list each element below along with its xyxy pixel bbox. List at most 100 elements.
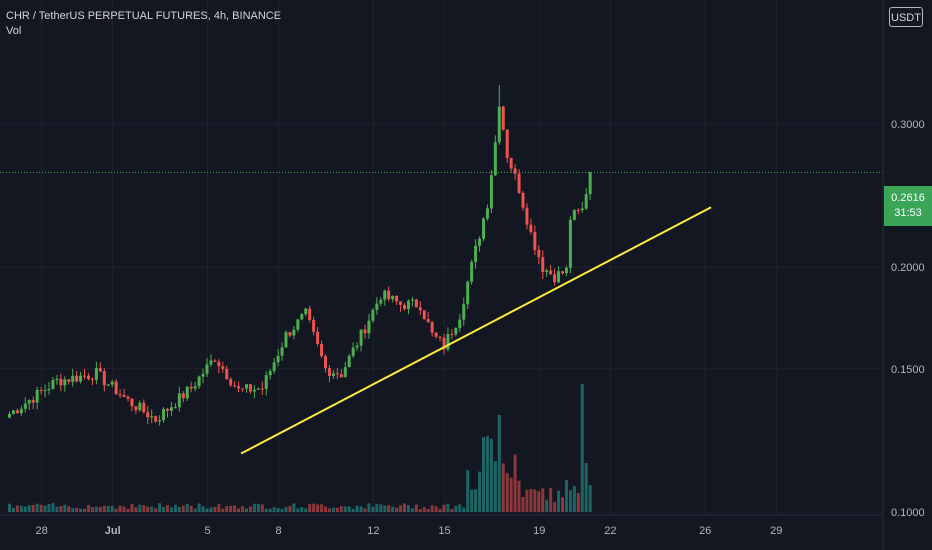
candle-body (379, 299, 383, 304)
trendline[interactable] (240, 206, 712, 455)
volume-bar (114, 508, 118, 512)
volume-bar (31, 504, 35, 512)
volume-bar (379, 504, 383, 512)
candle-body (213, 360, 217, 362)
volume-bar (430, 505, 434, 512)
volume-bar (406, 505, 410, 512)
symbol-title[interactable]: CHR / TetherUS PERPETUAL FUTURES, 4h, BI… (6, 10, 282, 22)
volume-bar (252, 503, 256, 512)
candle-body (83, 375, 87, 377)
candle-body (94, 368, 98, 380)
candle-body (312, 320, 316, 332)
volume-bar (55, 506, 59, 512)
volume-bar (177, 506, 181, 512)
candle-body (561, 271, 564, 274)
candle-body (478, 238, 482, 246)
candle-body (264, 375, 268, 389)
volume-bar (181, 505, 185, 512)
volume-bar (23, 506, 27, 512)
volume-bar (529, 488, 533, 512)
volume-bar (166, 505, 169, 512)
volume-bar (367, 503, 371, 512)
candle-body (316, 331, 320, 344)
volume-bar (375, 503, 379, 512)
candle-body (304, 308, 308, 315)
volume-bar (110, 505, 114, 512)
volume-label[interactable]: Vol (6, 25, 22, 37)
volume-bar (241, 506, 245, 512)
candle-body (580, 208, 584, 211)
candle-body (229, 379, 233, 386)
candle-body (90, 379, 94, 381)
volume-bar (549, 487, 553, 512)
volume-bar (284, 507, 288, 512)
volume-bar (478, 471, 482, 512)
volume-bar (466, 470, 470, 512)
volume-bar (316, 504, 320, 512)
candle-body (422, 310, 426, 319)
candle-body (371, 309, 375, 321)
volume-bar (229, 505, 233, 512)
candle-body (209, 360, 213, 365)
time-tick-label: 8 (276, 525, 282, 537)
time-axis[interactable]: 28 Jul 5 8 12 15 19 22 26 29 (35, 525, 782, 537)
volume-bar (225, 506, 229, 512)
volume-bar (410, 508, 414, 512)
volume-bar (553, 502, 557, 512)
candle-body (410, 299, 414, 301)
volume-bar (260, 504, 264, 512)
candle-body (525, 207, 529, 225)
candle-body (150, 416, 154, 418)
volume-bar (576, 492, 580, 512)
volume-bar (51, 503, 55, 512)
volume-bar (150, 506, 154, 512)
volume-bar (169, 507, 173, 512)
candle-body (169, 407, 173, 411)
volume-bar (39, 504, 43, 512)
candle-body (355, 345, 359, 348)
volume-bar (351, 508, 355, 512)
volume-bar (205, 508, 209, 512)
price-axis[interactable]: 0.3000 0.2000 0.1500 0.1000 (891, 119, 925, 519)
candle-body (521, 192, 525, 208)
candle-body (549, 270, 553, 275)
volume-bar (237, 508, 241, 512)
candle-body (403, 304, 406, 310)
candle-body (414, 299, 418, 308)
candle-body (375, 303, 379, 310)
volume-bar (509, 477, 513, 512)
volume-bar (533, 489, 537, 512)
currency-button[interactable]: USDT (889, 7, 923, 27)
volume-bar (434, 506, 438, 512)
candle-body (248, 384, 252, 392)
candle-body (126, 396, 130, 399)
candle-body (39, 389, 43, 391)
candle-body (51, 380, 55, 389)
candle-body (335, 373, 339, 375)
volume-bar (276, 508, 280, 512)
last-price-tag: 0.2616 31:53 (884, 186, 932, 226)
candle-body (446, 334, 450, 350)
volume-bar (71, 508, 75, 512)
candle-body (387, 290, 391, 300)
volume-bar (43, 505, 47, 512)
candle-body (189, 386, 193, 389)
volume-bar (557, 490, 561, 512)
candle-body (359, 329, 363, 346)
candle-body (272, 362, 276, 372)
candle-body (166, 409, 169, 411)
volume-bar (106, 506, 110, 512)
candle-body (568, 219, 572, 268)
candle-body (426, 318, 430, 323)
candle-body (67, 379, 71, 382)
volume-bar (130, 503, 134, 512)
time-tick-label: 26 (699, 525, 711, 537)
candle-body (363, 329, 367, 334)
volume-bar (497, 415, 501, 512)
candle-body (98, 368, 102, 372)
candle-body (474, 245, 478, 263)
candle-body (497, 106, 501, 143)
volume-bar (537, 491, 541, 512)
candle-body (351, 347, 355, 356)
